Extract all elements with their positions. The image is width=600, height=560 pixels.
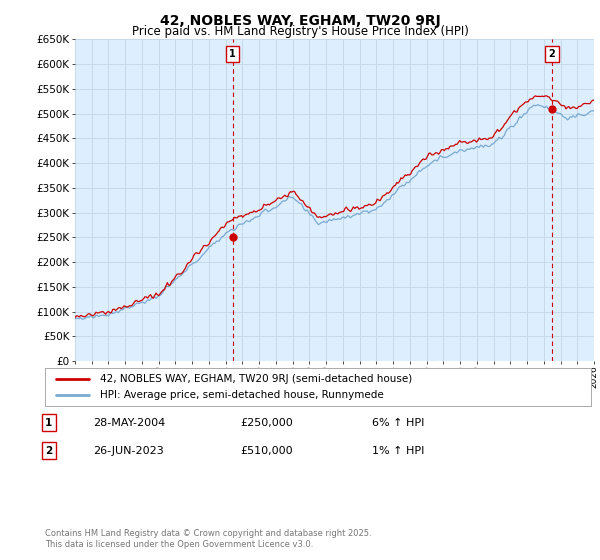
Text: 1: 1 bbox=[45, 418, 52, 428]
Text: 26-JUN-2023: 26-JUN-2023 bbox=[93, 446, 164, 456]
Text: Contains HM Land Registry data © Crown copyright and database right 2025.
This d: Contains HM Land Registry data © Crown c… bbox=[45, 529, 371, 549]
Text: £510,000: £510,000 bbox=[240, 446, 293, 456]
Text: £250,000: £250,000 bbox=[240, 418, 293, 428]
Text: HPI: Average price, semi-detached house, Runnymede: HPI: Average price, semi-detached house,… bbox=[100, 390, 383, 400]
Text: 28-MAY-2004: 28-MAY-2004 bbox=[93, 418, 165, 428]
Text: 1% ↑ HPI: 1% ↑ HPI bbox=[372, 446, 424, 456]
Text: 1: 1 bbox=[229, 49, 236, 59]
Text: 2: 2 bbox=[548, 49, 555, 59]
Text: 2: 2 bbox=[45, 446, 52, 456]
Text: 42, NOBLES WAY, EGHAM, TW20 9RJ (semi-detached house): 42, NOBLES WAY, EGHAM, TW20 9RJ (semi-de… bbox=[100, 374, 412, 384]
Text: Price paid vs. HM Land Registry's House Price Index (HPI): Price paid vs. HM Land Registry's House … bbox=[131, 25, 469, 38]
Text: 42, NOBLES WAY, EGHAM, TW20 9RJ: 42, NOBLES WAY, EGHAM, TW20 9RJ bbox=[160, 14, 440, 28]
Text: 6% ↑ HPI: 6% ↑ HPI bbox=[372, 418, 424, 428]
